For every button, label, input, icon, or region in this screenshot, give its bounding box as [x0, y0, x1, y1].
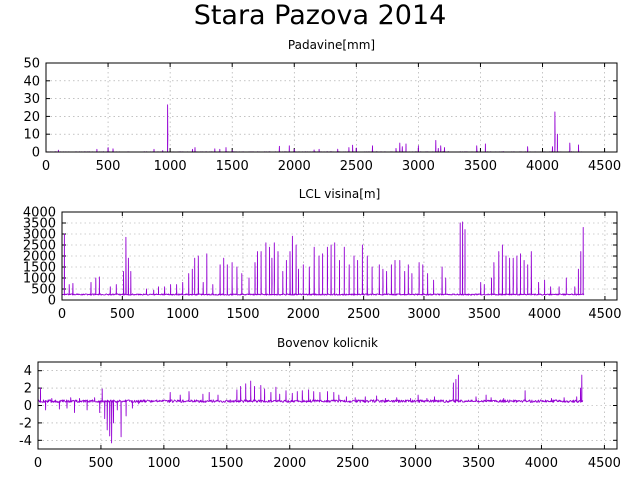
y-tick-label: 0 — [32, 146, 40, 161]
panels-group: Padavine[mm]0 500 1000 1500 2000 2500 3000 3500… — [19, 38, 621, 471]
x-tick-label: 2000 — [287, 307, 320, 322]
panel-3: Bovenov kolicnik 0 500 1000 1500 2000 2500 3000… — [19, 336, 621, 471]
x-tick-label: 4500 — [588, 307, 621, 322]
y-tick-label: 2 — [24, 382, 32, 397]
y-tick-label: 0 — [24, 399, 32, 414]
y-tick-label: 20 — [23, 110, 40, 125]
x-tick-label: 1500 — [210, 456, 243, 471]
series-line — [37, 374, 584, 444]
x-tick-label: 3500 — [468, 307, 501, 322]
y-tick-label: 10 — [23, 128, 40, 143]
x-tick-label: 3500 — [464, 159, 497, 174]
y-tick-label: 4000 — [23, 206, 56, 221]
x-tick-label: 1000 — [147, 456, 180, 471]
x-tick-label: 3000 — [407, 307, 440, 322]
chart-main-title: Stara Pazova 2014 — [194, 0, 447, 31]
y-tick-label: -4 — [19, 434, 32, 449]
x-tick-label: 500 — [110, 307, 135, 322]
y-tick-label: 4 — [24, 364, 32, 379]
x-tick-label: 1000 — [154, 159, 187, 174]
x-tick-label: 2500 — [336, 456, 369, 471]
y-tick-label: 30 — [23, 92, 40, 107]
x-tick-label: 4500 — [588, 159, 621, 174]
y-tick-label: 1500 — [23, 261, 56, 276]
x-tick-label: 4000 — [525, 456, 558, 471]
x-tick-label: 2000 — [278, 159, 311, 174]
panel-title: LCL visina[m] — [299, 187, 381, 201]
x-tick-label: 0 — [42, 159, 50, 174]
x-tick-label: 4000 — [526, 159, 559, 174]
y-tick-label: 2000 — [23, 250, 56, 265]
plot-frame — [37, 361, 618, 450]
x-tick-label: 3000 — [402, 159, 435, 174]
x-tick-label: 2500 — [340, 159, 373, 174]
y-tick-label: 40 — [23, 74, 40, 89]
panel-2: LCL visina[m]0 500 1000 1500 2000 2500 3000 350… — [23, 187, 622, 322]
series-line — [61, 221, 585, 296]
plot-frame — [45, 62, 618, 153]
x-tick-label: 0 — [58, 307, 66, 322]
x-tick-label: 4000 — [528, 307, 561, 322]
y-tick-label: 3000 — [23, 228, 56, 243]
plot-frame — [61, 211, 618, 301]
panel-title: Padavine[mm] — [288, 38, 375, 52]
y-tick-label: 50 — [23, 57, 40, 72]
series-line — [46, 104, 584, 153]
y-tick-label: 500 — [31, 283, 56, 298]
y-tick-label: 3500 — [23, 217, 56, 232]
x-tick-label: 4500 — [588, 456, 621, 471]
y-tick-label: 0 — [48, 294, 56, 309]
x-tick-label: 1000 — [166, 307, 199, 322]
x-tick-label: 2500 — [347, 307, 380, 322]
x-tick-label: 1500 — [216, 159, 249, 174]
x-tick-label: 0 — [34, 456, 42, 471]
panel-1: Padavine[mm]0 500 1000 1500 2000 2500 3000 3500… — [23, 38, 621, 174]
y-tick-label: -2 — [19, 416, 32, 431]
x-tick-label: 3000 — [399, 456, 432, 471]
x-tick-label: 500 — [96, 159, 121, 174]
panel-title: Bovenov kolicnik — [277, 336, 378, 350]
x-tick-label: 3500 — [462, 456, 495, 471]
y-tick-label: 1000 — [23, 272, 56, 287]
x-tick-label: 2000 — [273, 456, 306, 471]
x-tick-label: 1500 — [226, 307, 259, 322]
y-tick-label: 2500 — [23, 239, 56, 254]
x-tick-label: 500 — [89, 456, 114, 471]
